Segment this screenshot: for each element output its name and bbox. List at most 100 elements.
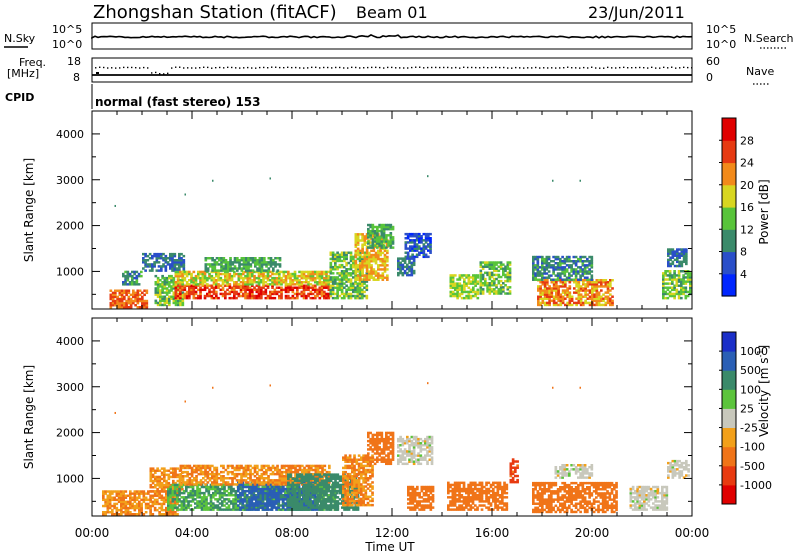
heatmap-cell	[297, 487, 301, 491]
heatmap-cell	[316, 281, 319, 284]
heatmap-cell	[203, 276, 207, 280]
heatmap-cell	[359, 264, 362, 267]
heatmap-cell	[237, 286, 241, 289]
heatmap-cell	[142, 490, 146, 493]
heatmap-cell	[270, 494, 274, 497]
heatmap-cell	[600, 283, 603, 286]
heatmap-cell	[561, 295, 565, 298]
heatmap-cell	[287, 288, 290, 292]
heatmap-cell	[261, 494, 265, 497]
heatmap-cell	[191, 496, 195, 499]
heatmap-cell	[340, 270, 344, 273]
heatmap-cell	[206, 257, 210, 260]
heatmap-cell	[282, 506, 285, 509]
heatmap-cell	[275, 508, 278, 511]
heatmap-cell	[161, 274, 164, 278]
heatmap-cell	[536, 264, 540, 267]
heatmap-cell	[188, 272, 191, 276]
heatmap-cell	[229, 257, 232, 260]
heatmap-cell	[545, 257, 549, 261]
heatmap-cell	[206, 481, 210, 484]
nave-dot	[247, 66, 249, 69]
heatmap-cell	[474, 290, 477, 294]
heatmap-cell	[167, 475, 171, 479]
heatmap-cell	[179, 288, 182, 292]
heatmap-cell	[133, 490, 137, 493]
heatmap-cell	[568, 266, 571, 269]
nave-dot	[531, 67, 533, 69]
heatmap-cell	[403, 269, 407, 273]
nave-dot	[255, 67, 257, 69]
heatmap-cell	[391, 227, 395, 231]
heatmap-cell	[472, 294, 475, 298]
heatmap-cell	[316, 272, 319, 276]
heatmap-cell	[180, 504, 184, 507]
heatmap-cell	[260, 265, 264, 268]
heatmap-cell	[179, 292, 182, 296]
heatmap-cell	[215, 286, 218, 289]
heatmap-cell	[336, 259, 339, 263]
nave-dot	[259, 66, 261, 69]
heatmap-cell	[167, 500, 170, 503]
freq-label: Freq.	[19, 56, 46, 69]
heatmap-cell	[280, 281, 283, 284]
heatmap-cell	[250, 504, 254, 507]
heatmap-cell	[359, 253, 362, 257]
heatmap-cell	[237, 496, 240, 499]
heatmap-cell	[182, 506, 186, 509]
heatmap-cell	[134, 291, 137, 295]
heatmap-cell	[122, 511, 125, 514]
heatmap-cell	[495, 261, 498, 264]
heatmap-cell	[354, 272, 358, 275]
heatmap-cell	[345, 280, 348, 283]
heatmap-cell	[237, 494, 240, 497]
heatmap-cell	[325, 283, 328, 286]
heatmap-cell	[379, 268, 382, 271]
heatmap-cell	[131, 498, 134, 502]
heatmap-cell	[424, 255, 428, 259]
nsky-panel	[91, 22, 693, 50]
heatmap-cell	[174, 500, 177, 504]
heatmap-cell	[314, 290, 317, 294]
heatmap-cell	[575, 285, 578, 288]
heatmap-cell	[247, 265, 250, 268]
heatmap-cell	[379, 257, 382, 261]
heatmap-cell	[209, 498, 213, 501]
heatmap-cell	[194, 498, 197, 501]
heatmap-cell	[458, 274, 462, 277]
heatmap-cell	[343, 276, 346, 279]
heatmap-cell	[583, 264, 587, 267]
heatmap-cell	[479, 288, 483, 291]
heatmap-cell	[361, 255, 364, 259]
heatmap-cell	[161, 295, 164, 298]
heatmap-cell	[584, 295, 587, 298]
heatmap-cell	[422, 251, 426, 254]
heatmap-cell	[102, 511, 105, 514]
heatmap-cell	[255, 290, 259, 294]
heatmap-cell	[222, 477, 225, 480]
heatmap-cell	[682, 280, 685, 283]
heatmap-cell	[338, 278, 342, 281]
heatmap-cell	[134, 299, 137, 303]
heatmap-cell	[180, 502, 184, 505]
heatmap-cell	[170, 287, 173, 290]
heatmap-cell	[671, 282, 674, 285]
heatmap-cell	[179, 290, 182, 294]
heatmap-cell	[201, 270, 205, 274]
heatmap-cell	[373, 238, 377, 241]
heatmap-cell	[173, 252, 177, 256]
heatmap-cell	[382, 236, 386, 239]
heatmap-cell	[135, 496, 139, 499]
heatmap-cell	[252, 494, 256, 497]
heatmap-cell	[114, 289, 117, 292]
heatmap-cell	[252, 485, 256, 489]
heatmap-cell	[255, 288, 259, 292]
heatmap-cell	[358, 280, 362, 283]
heatmap-cell	[582, 283, 585, 286]
heatmap-cell	[188, 483, 192, 486]
heatmap-cell	[237, 487, 240, 491]
heatmap-cell	[449, 294, 453, 298]
heatmap-cell	[174, 292, 178, 296]
heatmap-cell	[142, 267, 145, 270]
